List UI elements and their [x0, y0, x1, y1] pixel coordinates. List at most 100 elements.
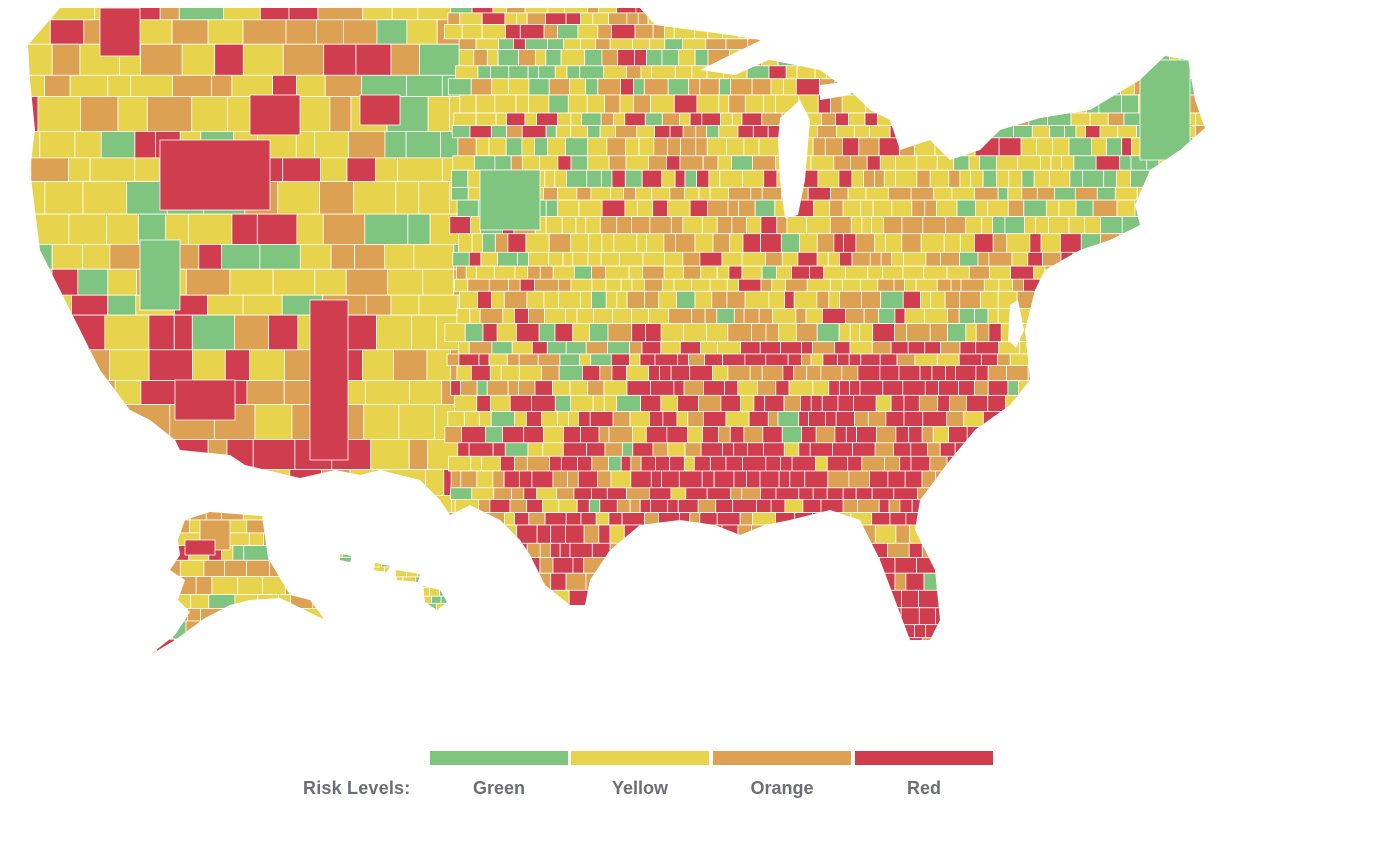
county-cell [490, 65, 510, 80]
county-cell [580, 38, 596, 50]
county-cell [769, 23, 784, 40]
county-cell [795, 23, 819, 40]
county-cell [525, 233, 550, 253]
county-cell [457, 137, 477, 157]
county-cell [831, 23, 850, 40]
county-cell [464, 323, 484, 343]
county-cell [1173, 23, 1191, 40]
county-cell [491, 78, 510, 96]
county-cell [1138, 353, 1163, 366]
county-cell [527, 265, 541, 280]
county-cell [909, 8, 922, 14]
county-cell [669, 186, 686, 201]
county-cell [357, 602, 365, 610]
county-cell [172, 74, 212, 98]
county-cell [1040, 155, 1052, 171]
county-cell [523, 487, 538, 500]
county-cell [959, 455, 984, 472]
county-cell [797, 8, 816, 14]
county-cell [525, 38, 549, 50]
county-cell [328, 567, 340, 577]
county-cell [1020, 12, 1039, 25]
county-cell [985, 442, 1005, 457]
county-cell [748, 411, 769, 427]
county-cell [966, 649, 979, 663]
county-cell [564, 8, 589, 14]
county-cell [507, 233, 527, 253]
county-cell [521, 155, 540, 171]
county-cell [1174, 251, 1190, 267]
county-cell [192, 349, 226, 381]
county-cell [1127, 65, 1146, 80]
county-cell [871, 216, 884, 235]
county-cell [47, 439, 69, 471]
county-cell [554, 394, 571, 412]
county-cell [1158, 23, 1175, 40]
county-cell [614, 649, 636, 663]
county-cell [976, 589, 994, 609]
county-cell [660, 341, 681, 355]
county-cell [171, 19, 209, 45]
county-cell [523, 637, 535, 640]
county-cell [842, 12, 858, 25]
county-cell [638, 137, 655, 157]
county-cell [1001, 498, 1025, 513]
county-cell [679, 155, 704, 171]
county-cell [739, 512, 754, 526]
county-cell [637, 572, 659, 591]
county-cell [726, 137, 745, 157]
county-cell [1077, 365, 1099, 382]
county-cell [586, 442, 606, 457]
county-cell [921, 94, 942, 114]
county-cell [411, 314, 437, 351]
county-cell [765, 455, 781, 472]
county-cell [276, 638, 290, 655]
county-cell [623, 186, 637, 201]
county-cell [539, 155, 559, 171]
county-cell [667, 199, 691, 218]
county-cell [845, 307, 865, 324]
county-cell [454, 649, 475, 663]
county-cell [649, 216, 672, 235]
county-cell [1215, 590, 1228, 607]
county-cell [528, 251, 550, 267]
county-cell [983, 455, 1007, 472]
county-cell [830, 186, 849, 201]
county-cell [1100, 233, 1121, 253]
county-cell [1035, 216, 1049, 235]
county-cell [676, 524, 692, 544]
county-cell [519, 278, 535, 292]
county-cell [68, 157, 91, 182]
county-cell [710, 607, 734, 626]
county-cell [895, 8, 911, 14]
county-cell [1190, 307, 1205, 324]
county-cell [1051, 323, 1071, 343]
county-cell [926, 112, 951, 127]
county-cell [1117, 607, 1142, 626]
county-cell [587, 380, 605, 396]
county-cell [1139, 512, 1155, 526]
county-cell [579, 353, 592, 366]
county-cell [687, 12, 706, 25]
county-cell [716, 216, 733, 235]
county-cell [894, 323, 907, 343]
county-cell [362, 349, 394, 381]
county-cell [473, 49, 488, 67]
county-cell [974, 307, 989, 324]
county-cell [684, 186, 700, 201]
county-cell [311, 532, 325, 547]
county-cell [683, 265, 702, 280]
county-cell [704, 542, 728, 559]
county-cell [815, 426, 836, 444]
county-cell [896, 353, 916, 366]
county-cell [299, 559, 313, 577]
county-cell [812, 512, 834, 526]
county-cell [346, 157, 377, 182]
county-cell [1085, 265, 1101, 280]
county-cell [1073, 278, 1093, 292]
county-cell [1191, 155, 1205, 171]
county-cell [1175, 186, 1188, 201]
county-cell [1154, 251, 1176, 267]
county-cell [874, 524, 897, 544]
county-cell [848, 112, 866, 127]
